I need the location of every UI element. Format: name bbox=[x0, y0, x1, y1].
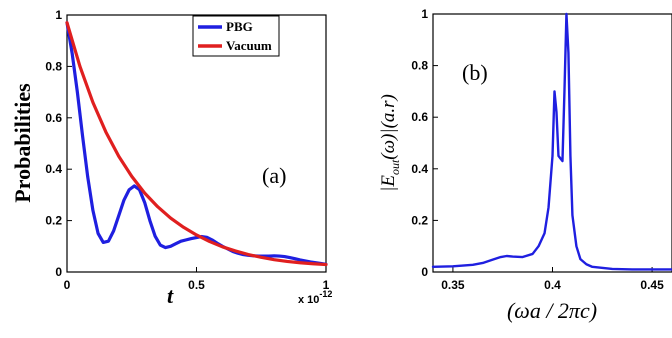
y-tick-label: 0.2 bbox=[411, 213, 428, 227]
series-line-vacuum bbox=[65, 21, 328, 267]
x-axis-title-b: (ωa / 2πc) bbox=[507, 298, 597, 323]
x-tick-label: 0.35 bbox=[441, 278, 465, 292]
y-axis-title-a: Probabilities bbox=[10, 83, 35, 203]
y-title-b-sub: out bbox=[388, 159, 402, 175]
y-title-b-main: |E bbox=[378, 175, 399, 192]
y-tick-label: 0 bbox=[55, 265, 62, 279]
series-line-spectrum bbox=[431, 12, 672, 271]
x-tick-label: 0.4 bbox=[544, 278, 561, 292]
x-axis-title-a: t bbox=[167, 283, 174, 308]
y-tick-label: 0.6 bbox=[45, 111, 62, 125]
y-tick-label: 0.2 bbox=[45, 214, 62, 228]
x-tick-label: 0.45 bbox=[640, 278, 664, 292]
legend-a: PBG Vacuum bbox=[192, 15, 280, 57]
y-axis-title-b: |Eout(ω)|(a.r) bbox=[378, 94, 402, 192]
x-tick-label: 1 bbox=[323, 278, 330, 292]
axis-ticks-a: 0 0.2 0.4 0.6 0.8 1 0 0.5 1 bbox=[45, 8, 329, 292]
y-tick-label: 1 bbox=[55, 8, 62, 22]
plot-area-a bbox=[66, 14, 327, 273]
panel-a: 0 0.2 0.4 0.6 0.8 1 0 0.5 1 Probabilities t x 10… bbox=[10, 8, 332, 308]
series-lines-b bbox=[431, 12, 672, 271]
series-lines-a bbox=[65, 21, 328, 267]
y-title-b-rest: (ω)|(a.r) bbox=[378, 94, 399, 160]
y-tick-label: 0.8 bbox=[411, 59, 428, 73]
y-tick-label: 1 bbox=[421, 7, 428, 21]
x-tick-label: 0.5 bbox=[188, 278, 205, 292]
series-line-pbg bbox=[65, 21, 328, 266]
legend-label-pbg: PBG bbox=[226, 19, 253, 34]
x-tick-label: 0 bbox=[64, 278, 71, 292]
legend-box bbox=[192, 15, 280, 57]
y-tick-label: 0.4 bbox=[411, 162, 428, 176]
y-tick-label: 0 bbox=[421, 265, 428, 279]
axis-ticks-b: 0 0.2 0.4 0.6 0.8 1 0.35 0.4 0.45 bbox=[411, 7, 664, 292]
y-tick-label: 0.8 bbox=[45, 59, 62, 73]
x-multiplier-exp: -12 bbox=[319, 289, 332, 299]
panel-label-a: (a) bbox=[262, 163, 286, 188]
y-tick-label: 0.4 bbox=[45, 162, 62, 176]
y-tick-label: 0.6 bbox=[411, 110, 428, 124]
x-multiplier-base: x 10 bbox=[298, 294, 319, 306]
panel-b: 0 0.2 0.4 0.6 0.8 1 0.35 0.4 0.45 |Eout(ω)|(a.r)… bbox=[378, 7, 672, 323]
x-multiplier-a: x 10-12 bbox=[298, 289, 332, 306]
panel-label-b: (b) bbox=[462, 60, 488, 85]
legend-label-vacuum: Vacuum bbox=[226, 38, 272, 53]
